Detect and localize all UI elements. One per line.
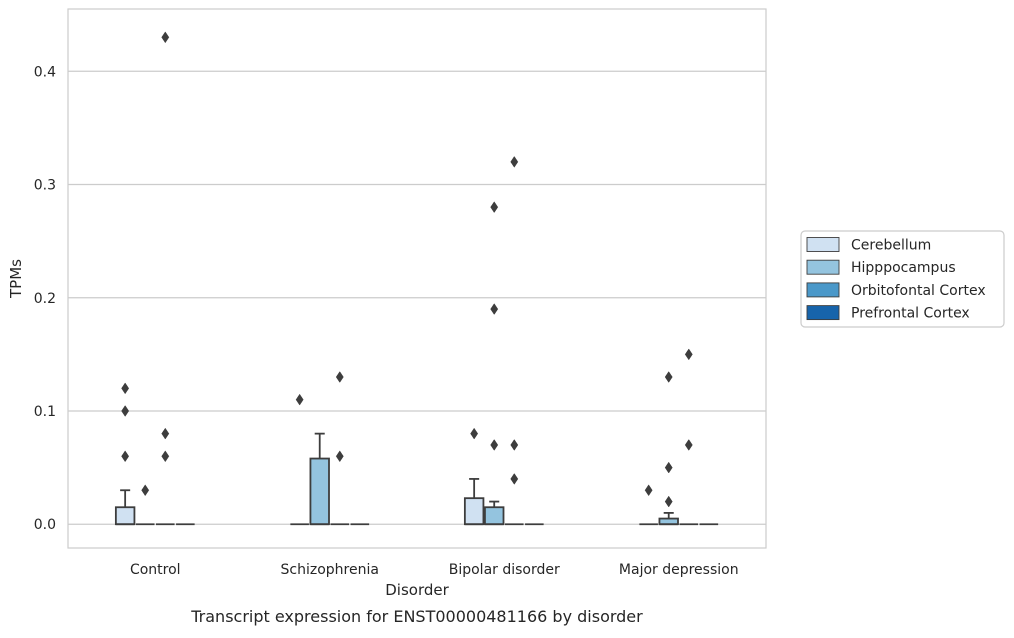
legend-label: Hipppocampus <box>851 260 956 276</box>
y-tick-labels: 0.0 0.1 0.2 0.3 0.4 <box>34 64 56 533</box>
chart-caption: Transcript expression for ENST0000048116… <box>190 607 643 626</box>
legend-label: Cerebellum <box>851 238 931 254</box>
y-tick-label: 0.4 <box>34 64 56 80</box>
x-tick-label: Schizophrenia <box>281 562 379 578</box>
outlier-point <box>684 348 693 361</box>
outlier-point <box>295 393 304 406</box>
box-group <box>679 348 699 526</box>
outlier-point <box>121 405 130 417</box>
x-tick-label: Major depression <box>619 562 739 578</box>
outlier-point <box>664 495 673 508</box>
outlier-point <box>161 427 170 440</box>
box-group <box>114 382 136 526</box>
box-group <box>330 371 350 526</box>
outlier-point <box>490 303 499 315</box>
box-group <box>309 432 330 526</box>
legend-item: Cerebellum <box>806 237 931 254</box>
y-axis-label: TPMs <box>7 259 25 299</box>
y-tick-label: 0.1 <box>34 404 56 420</box>
box <box>114 506 136 526</box>
legend: Cerebellum Hipppocampus Orbitofontal Corte… <box>800 230 1005 328</box>
outlier-point <box>664 371 673 383</box>
outlier-point <box>490 439 499 451</box>
box <box>484 506 505 526</box>
x-axis-label: Disorder <box>385 581 449 599</box>
box <box>309 457 330 526</box>
box-group <box>639 484 658 526</box>
box-group <box>505 156 524 526</box>
outlier-point <box>335 450 344 463</box>
outlier-point <box>684 439 693 451</box>
box-group <box>484 201 505 526</box>
legend-item: Prefrontal Cortex <box>806 305 970 322</box>
legend-label: Prefrontal Cortex <box>851 306 970 322</box>
outlier-point <box>335 371 344 383</box>
outlier-point <box>141 484 150 497</box>
outlier-point <box>510 439 519 451</box>
y-tick-label: 0.2 <box>34 291 56 307</box>
outlier-point <box>664 461 673 474</box>
box-group <box>290 393 309 526</box>
outlier-point <box>121 450 130 463</box>
outlier-point <box>490 201 499 214</box>
legend-label: Orbitofontal Cortex <box>851 283 986 299</box>
x-tick-labels: Control Schizophrenia Bipolar disorder Majo… <box>130 562 739 578</box>
legend-item: Orbitofontal Cortex <box>806 282 986 299</box>
legend-frame <box>800 230 1005 328</box>
plot-frame <box>67 8 767 549</box>
outlier-point <box>161 450 170 463</box>
legend-swatch <box>806 305 840 321</box>
outlier-point <box>161 31 170 44</box>
legend-item: Hipppocampus <box>806 259 956 276</box>
x-tick-label: Control <box>130 562 181 578</box>
outlier-point <box>510 473 519 485</box>
box-group <box>156 31 175 526</box>
outlier-point <box>470 427 479 440</box>
legend-swatch <box>806 259 840 275</box>
x-tick-label: Bipolar disorder <box>449 562 560 578</box>
y-tick-label: 0.3 <box>34 178 56 194</box>
box-group <box>135 484 155 526</box>
box-layer <box>114 31 719 526</box>
y-tick-label: 0.0 <box>34 517 56 533</box>
outlier-point <box>510 156 519 168</box>
box <box>463 497 485 526</box>
legend-swatch <box>806 282 840 298</box>
box-group <box>463 427 485 526</box>
outlier-point <box>644 484 653 497</box>
legend-swatch <box>806 237 840 252</box>
box-group <box>658 371 679 526</box>
grid-layer <box>68 70 766 525</box>
outlier-point <box>121 382 130 395</box>
